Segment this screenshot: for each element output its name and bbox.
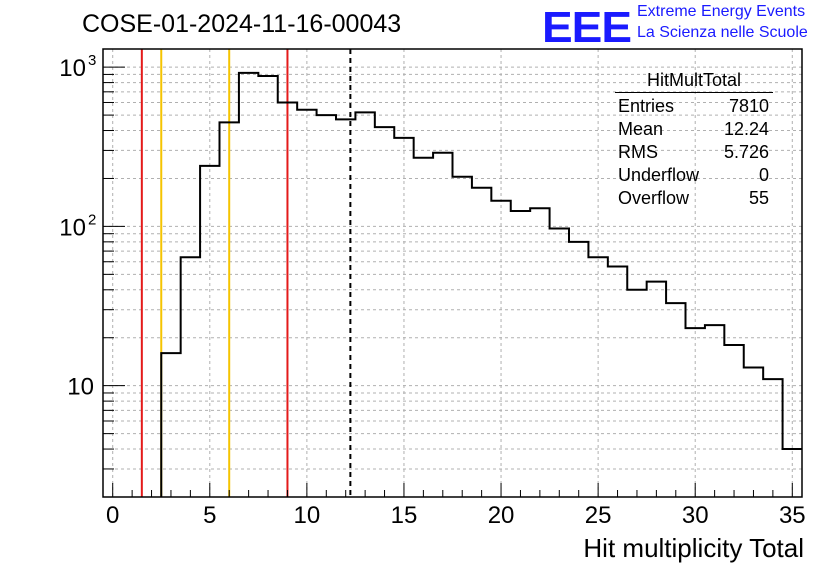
stats-box: HitMultTotal Entries 7810 Mean 12.24 RMS…	[611, 70, 777, 210]
logo-line-1: Extreme Energy Events	[637, 3, 806, 20]
chart-title: COSE-01-2024-11-16-00043	[82, 10, 402, 38]
x-tick-label: 0	[106, 502, 119, 529]
y-tick-exponent: 2	[88, 211, 96, 228]
grid-lines	[103, 49, 802, 498]
x-tick-label: 25	[585, 502, 612, 529]
x-tick-label: 5	[203, 502, 216, 529]
y-tick-label: 10	[67, 374, 94, 401]
plot-frame	[102, 48, 803, 498]
x-axis-label: Hit multiplicity Total	[583, 533, 804, 563]
stats-label: Mean	[618, 119, 664, 139]
x-tick-label: 35	[779, 502, 806, 529]
stats-label: RMS	[618, 142, 658, 162]
eee-logo: EEE	[542, 2, 632, 52]
stats-row-underflow: Underflow 0	[611, 164, 777, 187]
stats-label: Entries	[618, 96, 675, 116]
stats-value: 7810	[728, 96, 769, 116]
stats-row-rms: RMS 5.726	[611, 141, 777, 164]
stats-row-entries: Entries 7810	[611, 95, 777, 118]
stats-row-mean: Mean 12.24	[611, 118, 777, 141]
stats-label: Overflow	[618, 188, 690, 208]
y-tick-label: 10	[59, 214, 86, 241]
stats-value: 12.24	[723, 119, 769, 139]
stats-title: HitMultTotal	[615, 70, 773, 93]
logo-line-2: La Scienza nelle Scuole	[637, 24, 808, 41]
stats-value: 5.726	[723, 142, 769, 162]
x-tick-label: 10	[294, 502, 321, 529]
y-tick-label: 10	[59, 55, 86, 82]
stats-label: Underflow	[618, 165, 700, 185]
x-tick-label: 15	[391, 502, 418, 529]
x-tick-label: 30	[682, 502, 709, 529]
histogram-line	[160, 71, 802, 497]
stats-value: 55	[748, 188, 769, 208]
x-tick-label: 20	[488, 502, 515, 529]
stats-row-overflow: Overflow 55	[611, 187, 777, 210]
stats-value: 0	[758, 165, 769, 185]
y-tick-exponent: 3	[88, 52, 96, 69]
axis-ticks	[103, 66, 793, 498]
marker-lines	[140, 49, 352, 497]
